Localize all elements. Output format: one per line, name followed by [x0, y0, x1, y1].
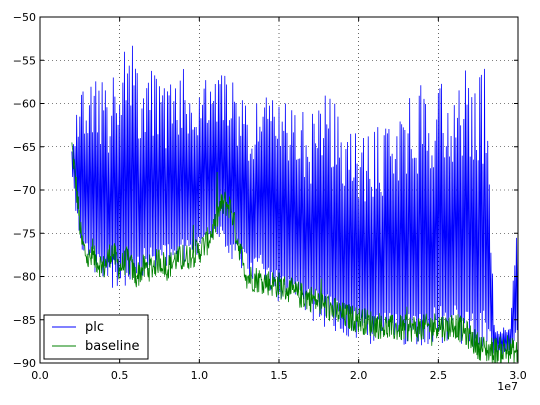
legend-label-plc: plc [85, 320, 104, 335]
y-tick-label: −70 [13, 184, 36, 197]
series-line-plc [71, 45, 519, 355]
y-tick-label: −75 [13, 227, 36, 240]
y-tick-labels: −90 −85 −80 −75 −70 −65 −60 −55 −50 [13, 11, 36, 370]
y-tick-label: −90 [13, 357, 36, 370]
x-tick-label: 1.5 [270, 369, 288, 382]
y-tick-label: −50 [13, 11, 36, 24]
x-tick-label: 2.5 [430, 369, 448, 382]
y-tick-label: −65 [13, 141, 36, 154]
x-offset-label: 1e7 [497, 380, 518, 393]
y-tick-label: −60 [13, 98, 36, 111]
legend: plc baseline [43, 314, 149, 360]
x-tick-label: 0.0 [31, 369, 49, 382]
x-tick-labels: 0.0 0.5 1.0 1.5 2.0 2.5 3.0 [31, 369, 527, 382]
y-tick-label: −80 [13, 271, 36, 284]
legend-label-baseline: baseline [85, 339, 139, 354]
series-layer [71, 45, 519, 364]
ticks [39, 16, 519, 364]
x-tick-label: 0.5 [111, 369, 129, 382]
y-tick-label: −55 [13, 54, 36, 67]
x-tick-label: 1.0 [191, 369, 209, 382]
x-tick-label: 2.0 [350, 369, 368, 382]
series-line-baseline [71, 142, 519, 364]
y-tick-label: −85 [13, 314, 36, 327]
legend-box [43, 314, 149, 360]
x-tick-label: 3.0 [509, 369, 527, 382]
